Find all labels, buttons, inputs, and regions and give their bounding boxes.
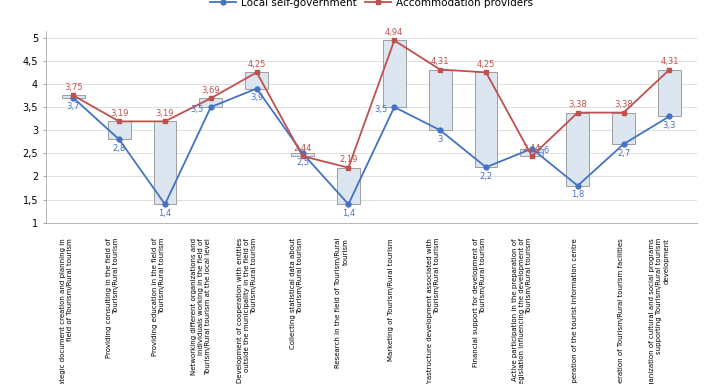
Text: 3,69: 3,69 [201, 86, 220, 95]
Text: Providing consulting in the field of
Tourism/Rural tourism: Providing consulting in the field of Tou… [106, 238, 119, 358]
Bar [337, 168, 360, 204]
Text: 3,19: 3,19 [110, 109, 128, 118]
Line: Accommodation providers: Accommodation providers [71, 38, 672, 170]
Text: Collecting statistical data about
Tourism/Rural tourism: Collecting statistical data about Touris… [289, 238, 303, 349]
Text: 3: 3 [437, 135, 443, 144]
Accommodation providers [390, 38, 398, 43]
Text: 4,31: 4,31 [431, 57, 449, 66]
Local self-government [436, 128, 444, 132]
Text: 2,2: 2,2 [479, 172, 493, 181]
Local self-government [298, 151, 307, 156]
Bar [291, 153, 314, 156]
Text: Organization of cultural and social programs
supporting Tourism/Rural tourism
de: Organization of cultural and social prog… [650, 238, 670, 384]
Text: Research in the field of Tourism/Rural
tourism: Research in the field of Tourism/Rural t… [335, 238, 348, 369]
Bar [520, 149, 543, 156]
Line: Local self-government: Local self-government [71, 86, 672, 207]
Text: 1,8: 1,8 [571, 190, 584, 199]
Accommodation providers [527, 154, 536, 159]
Legend: Local self-government, Accommodation providers: Local self-government, Accommodation pro… [206, 0, 537, 12]
Text: 2,19: 2,19 [339, 156, 358, 164]
Bar [383, 40, 406, 107]
Bar [245, 72, 268, 89]
Bar [62, 96, 84, 98]
Accommodation providers [161, 119, 169, 124]
Text: Financial support for development of
Tourism/Rural tourism: Financial support for development of Tou… [473, 238, 486, 367]
Local self-government [253, 86, 261, 91]
Text: 3,9: 3,9 [250, 93, 263, 102]
Accommodation providers [574, 110, 582, 115]
Local self-government [69, 96, 77, 100]
Local self-government [665, 114, 674, 119]
Text: 4,25: 4,25 [248, 60, 266, 69]
Text: Infrastructure development associated with
Tourism/Rural tourism: Infrastructure development associated wi… [427, 238, 440, 384]
Local self-government [527, 146, 536, 151]
Local self-government [207, 105, 215, 109]
Text: 4,94: 4,94 [385, 28, 403, 37]
Text: 2,7: 2,7 [617, 149, 630, 158]
Text: 2,6: 2,6 [536, 146, 550, 156]
Text: 3,3: 3,3 [662, 121, 676, 130]
Accommodation providers [344, 166, 353, 170]
Text: 3,38: 3,38 [614, 100, 633, 109]
Bar [153, 121, 177, 204]
Local self-government [390, 105, 398, 109]
Local self-government [344, 202, 353, 207]
Text: 4,31: 4,31 [660, 57, 679, 66]
Text: 1,4: 1,4 [342, 209, 355, 218]
Text: 1,4: 1,4 [158, 209, 172, 218]
Local self-government [482, 165, 490, 169]
Local self-government [620, 142, 628, 146]
Text: 2,8: 2,8 [113, 144, 126, 153]
Accommodation providers [665, 67, 674, 72]
Accommodation providers [482, 70, 490, 74]
Bar [612, 113, 635, 144]
Text: Operation of Tourism/Rural tourism facilities: Operation of Tourism/Rural tourism facil… [617, 238, 624, 384]
Accommodation providers [69, 93, 77, 98]
Text: 2,5: 2,5 [296, 158, 309, 167]
Accommodation providers [436, 67, 444, 72]
Text: Providing education in the field of
Tourism/Rural tourism: Providing education in the field of Tour… [152, 238, 165, 356]
Text: Strategic document creation and planning in
field of Tourism/Rural tourism: Strategic document creation and planning… [61, 238, 73, 384]
Bar [429, 70, 451, 130]
Accommodation providers [207, 96, 215, 101]
Text: 3,7: 3,7 [67, 103, 80, 111]
Local self-government [161, 202, 169, 207]
Bar [199, 98, 222, 107]
Bar [566, 113, 589, 186]
Bar [658, 70, 681, 116]
Bar [474, 72, 498, 167]
Text: Networking different organizations and
individuals working in the field of
Touri: Networking different organizations and i… [191, 238, 211, 375]
Text: 2,44: 2,44 [522, 144, 541, 153]
Text: 3,38: 3,38 [568, 100, 587, 109]
Local self-government [115, 137, 123, 142]
Text: 3,75: 3,75 [64, 83, 82, 92]
Text: 4,25: 4,25 [477, 60, 495, 69]
Text: 3,19: 3,19 [156, 109, 175, 118]
Text: Development of cooperation with entities
outside the municipality in the field o: Development of cooperation with entities… [237, 238, 257, 383]
Accommodation providers [620, 110, 628, 115]
Bar [108, 121, 131, 139]
Text: Operation of the tourist information centre: Operation of the tourist information cen… [572, 238, 578, 384]
Local self-government [574, 184, 582, 188]
Text: 3,5: 3,5 [191, 105, 203, 114]
Text: 3,5: 3,5 [374, 105, 387, 114]
Text: Marketing of Tourism/Rural tourism: Marketing of Tourism/Rural tourism [389, 238, 394, 361]
Text: Active participation in the preparation of
legislation influencing the developme: Active participation in the preparation … [512, 238, 532, 384]
Text: 2,44: 2,44 [294, 144, 312, 153]
Accommodation providers [115, 119, 123, 124]
Accommodation providers [298, 154, 307, 159]
Accommodation providers [253, 70, 261, 74]
